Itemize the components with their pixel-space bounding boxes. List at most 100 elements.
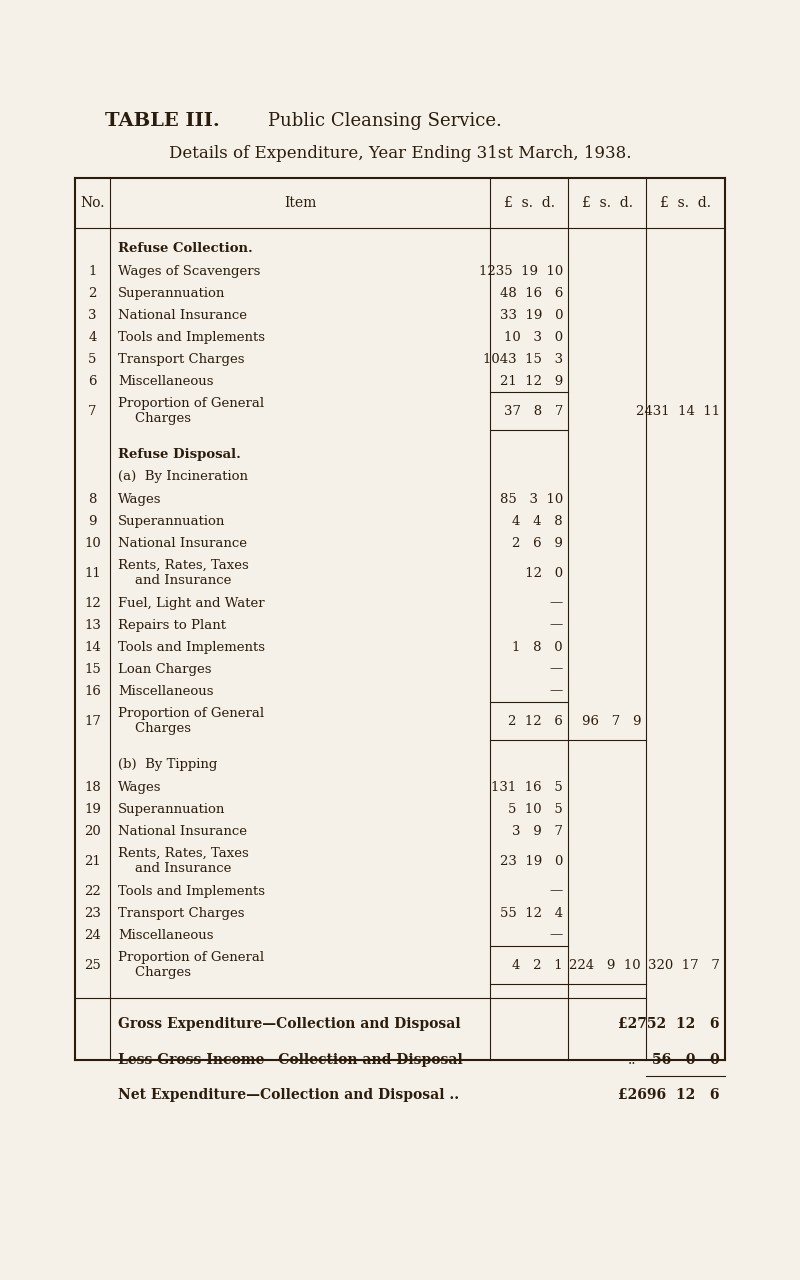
Text: ..: .. (627, 1018, 636, 1030)
Text: 12   0: 12 0 (504, 567, 563, 580)
Text: 2431  14  11: 2431 14 11 (636, 404, 720, 417)
Text: £  s.  d.: £ s. d. (660, 196, 711, 210)
Text: 23: 23 (84, 906, 101, 919)
Text: 3: 3 (88, 308, 97, 321)
Text: Repairs to Plant: Repairs to Plant (118, 618, 226, 631)
Text: (b)  By Tipping: (b) By Tipping (118, 758, 218, 771)
Text: National Insurance: National Insurance (118, 824, 247, 837)
Text: Tools and Implements: Tools and Implements (118, 330, 265, 343)
Text: 25: 25 (84, 959, 101, 972)
Text: Proportion of General: Proportion of General (118, 397, 264, 410)
Text: Wages: Wages (118, 493, 162, 506)
Text: Miscellaneous: Miscellaneous (118, 685, 214, 698)
Text: Miscellaneous: Miscellaneous (118, 375, 214, 388)
Text: Proportion of General: Proportion of General (118, 707, 264, 719)
Text: 4   2   1: 4 2 1 (512, 959, 563, 972)
Text: 4: 4 (88, 330, 97, 343)
Text: 37   8   7: 37 8 7 (504, 404, 563, 417)
Text: No.: No. (80, 196, 105, 210)
Text: 6: 6 (88, 375, 97, 388)
Text: Wages of Scavengers: Wages of Scavengers (118, 265, 260, 278)
Text: 2: 2 (88, 287, 97, 300)
Text: 8: 8 (88, 493, 97, 506)
Text: Loan Charges: Loan Charges (118, 663, 211, 676)
Text: 19: 19 (84, 803, 101, 815)
Text: and Insurance: and Insurance (118, 573, 231, 588)
Text: 2   6   9: 2 6 9 (512, 536, 563, 549)
Text: 56   0   0: 56 0 0 (652, 1053, 720, 1068)
Text: 24: 24 (84, 928, 101, 942)
Text: Transport Charges: Transport Charges (118, 906, 245, 919)
Text: £  s.  d.: £ s. d. (503, 196, 554, 210)
Text: 7: 7 (88, 404, 97, 417)
Text: Public Cleansing Service.: Public Cleansing Service. (268, 113, 502, 131)
Text: Refuse Disposal.: Refuse Disposal. (118, 448, 241, 461)
Text: Fuel, Light and Water: Fuel, Light and Water (118, 596, 265, 609)
Text: Details of Expenditure, Year Ending 31st March, 1938.: Details of Expenditure, Year Ending 31st… (169, 145, 631, 163)
Text: National Insurance: National Insurance (118, 308, 247, 321)
Text: and Insurance: and Insurance (118, 861, 231, 876)
Text: 11: 11 (84, 567, 101, 580)
Text: 12: 12 (84, 596, 101, 609)
Text: 9: 9 (88, 515, 97, 527)
Text: Proportion of General: Proportion of General (118, 951, 264, 964)
Text: 17: 17 (84, 714, 101, 727)
Text: 1043  15   3: 1043 15 3 (483, 352, 563, 366)
Text: National Insurance: National Insurance (118, 536, 247, 549)
Text: 5: 5 (88, 352, 97, 366)
Text: 55  12   4: 55 12 4 (500, 906, 563, 919)
Text: 5  10   5: 5 10 5 (508, 803, 563, 815)
Text: 1235  19  10: 1235 19 10 (478, 265, 563, 278)
Text: £2752  12   6: £2752 12 6 (618, 1018, 720, 1030)
Text: Net Expenditure—Collection and Disposal ..: Net Expenditure—Collection and Disposal … (118, 1088, 459, 1102)
Text: —: — (550, 928, 563, 942)
Text: 21: 21 (84, 855, 101, 868)
Text: Tools and Implements: Tools and Implements (118, 884, 265, 897)
Text: 22: 22 (84, 884, 101, 897)
Text: Tools and Implements: Tools and Implements (118, 640, 265, 654)
Text: Charges: Charges (118, 722, 191, 735)
Text: Charges: Charges (118, 966, 191, 979)
Text: Superannuation: Superannuation (118, 803, 226, 815)
Text: 2  12   6: 2 12 6 (508, 714, 563, 727)
Text: 33  19   0: 33 19 0 (499, 308, 563, 321)
Text: —: — (550, 596, 563, 609)
Text: 15: 15 (84, 663, 101, 676)
Text: (a)  By Incineration: (a) By Incineration (118, 470, 248, 483)
Text: 4   4   8: 4 4 8 (512, 515, 563, 527)
Text: £  s.  d.: £ s. d. (582, 196, 633, 210)
Text: 10   3   0: 10 3 0 (504, 330, 563, 343)
Text: 1: 1 (88, 265, 97, 278)
Text: 18: 18 (84, 781, 101, 794)
Text: Rents, Rates, Taxes: Rents, Rates, Taxes (118, 559, 249, 572)
Text: —: — (550, 663, 563, 676)
Text: Superannuation: Superannuation (118, 515, 226, 527)
Text: —: — (550, 685, 563, 698)
Text: 23  19   0: 23 19 0 (500, 855, 563, 868)
Text: Less Gross Income—Collection and Disposal: Less Gross Income—Collection and Disposa… (118, 1053, 462, 1068)
Text: 10: 10 (84, 536, 101, 549)
Text: Miscellaneous: Miscellaneous (118, 928, 214, 942)
Text: £2696  12   6: £2696 12 6 (618, 1088, 720, 1102)
Text: 96   7   9: 96 7 9 (582, 714, 641, 727)
Text: 1   8   0: 1 8 0 (512, 640, 563, 654)
Text: TABLE III.: TABLE III. (105, 113, 220, 131)
Text: —: — (550, 884, 563, 897)
Text: Wages: Wages (118, 781, 162, 794)
Text: 16: 16 (84, 685, 101, 698)
Text: Refuse Collection.: Refuse Collection. (118, 242, 253, 255)
Text: ..: .. (627, 1053, 636, 1068)
Text: ..: .. (627, 1088, 636, 1102)
Text: 224   9  10: 224 9 10 (570, 959, 641, 972)
Text: Gross Expenditure—Collection and Disposal: Gross Expenditure—Collection and Disposa… (118, 1018, 461, 1030)
Text: 48  16   6: 48 16 6 (500, 287, 563, 300)
Text: 3   9   7: 3 9 7 (512, 824, 563, 837)
Text: 20: 20 (84, 824, 101, 837)
Text: 13: 13 (84, 618, 101, 631)
Text: 320  17   7: 320 17 7 (648, 959, 720, 972)
Text: Superannuation: Superannuation (118, 287, 226, 300)
Text: Rents, Rates, Taxes: Rents, Rates, Taxes (118, 847, 249, 860)
Text: Transport Charges: Transport Charges (118, 352, 245, 366)
Text: 21  12   9: 21 12 9 (500, 375, 563, 388)
Text: 14: 14 (84, 640, 101, 654)
